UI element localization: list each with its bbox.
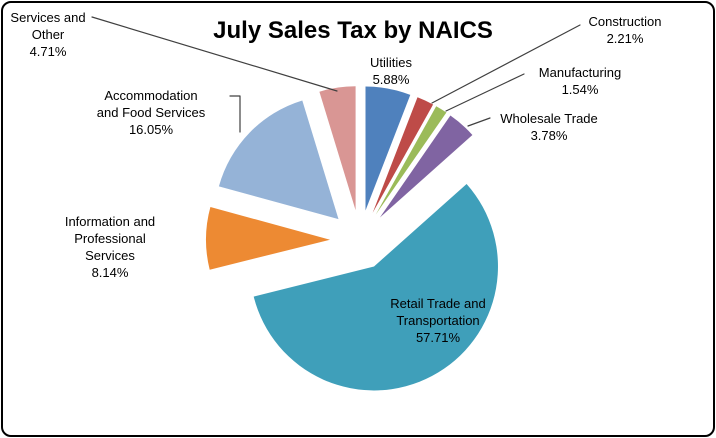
slice-accommodation-and-food-services <box>218 100 339 220</box>
label-utilities: Utilities 5.88% <box>370 55 412 87</box>
leader-wholesale-trade <box>467 117 491 127</box>
leader-manufacturing <box>445 73 525 112</box>
leader-accommodation-and-food-services <box>229 95 241 133</box>
slice-retail-trade-and-transportation <box>253 184 498 391</box>
leader-services-and-other <box>91 16 338 92</box>
pie-slices <box>206 86 498 391</box>
label-services-and-other: Services and Other 4.71% <box>10 10 85 59</box>
label-information-and-professional-services: Information and Professional Services 8.14% <box>65 214 155 280</box>
slice-manufacturing <box>375 106 447 215</box>
label-manufacturing: Manufacturing 1.54% <box>539 65 621 97</box>
label-construction: Construction 2.21% <box>589 14 662 46</box>
label-retail-trade-and-transportation: Retail Trade and Transportation 57.71% <box>390 296 485 345</box>
label-wholesale-trade: Wholesale Trade 3.78% <box>500 111 598 143</box>
leader-lines <box>91 16 581 133</box>
chart-title: July Sales Tax by NAICS <box>213 17 493 44</box>
label-accommodation-and-food-services: Accommodation and Food Services 16.05% <box>97 88 206 137</box>
slice-utilities <box>365 86 411 211</box>
slice-services-and-other <box>319 86 356 211</box>
leader-construction <box>431 24 581 104</box>
slice-wholesale-trade <box>379 115 473 218</box>
slice-information-and-professional-services <box>206 207 330 270</box>
slice-construction <box>372 97 434 213</box>
slice-labels: Utilities 5.88% Construction 2.21% Manufactu… <box>10 10 661 345</box>
